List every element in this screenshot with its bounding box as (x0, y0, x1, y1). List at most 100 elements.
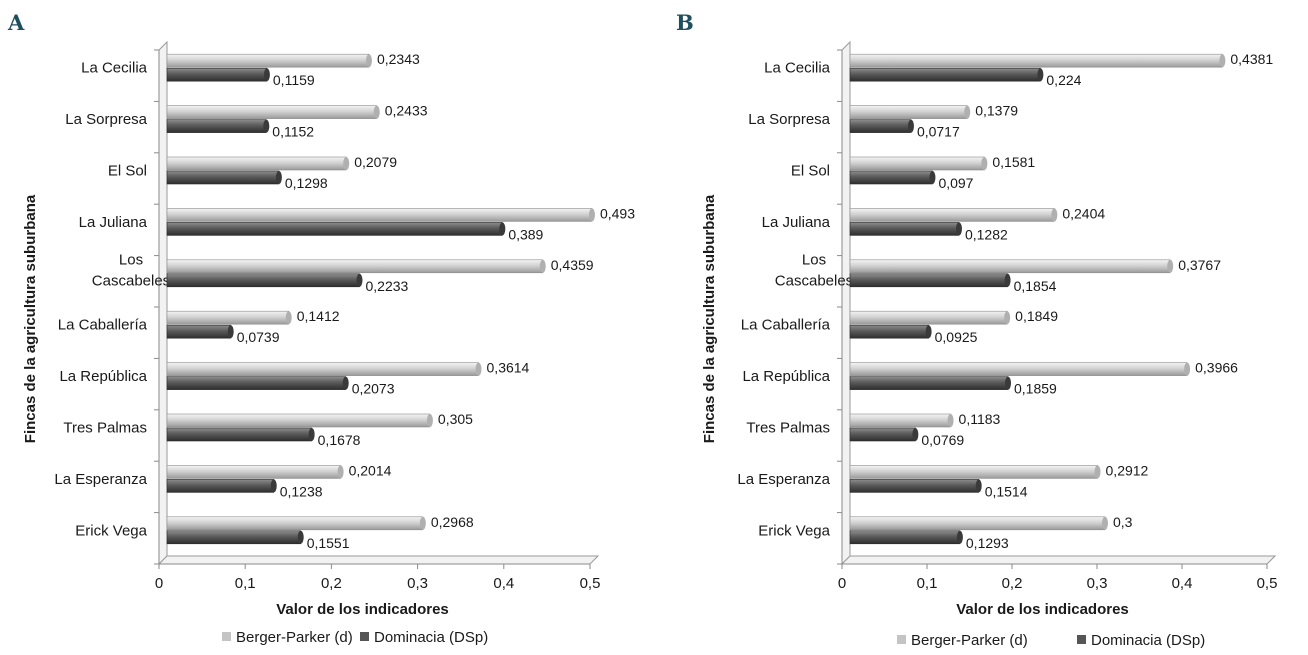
bar-end-cap (263, 119, 270, 133)
bar-end-cap (947, 414, 954, 427)
x-tick-label: 0,3 (407, 575, 428, 592)
data-label: 0,1854 (1014, 278, 1057, 294)
bar-end-cap (929, 171, 936, 184)
y-axis-title: Fincas de la agricultura suburbana (22, 194, 39, 443)
bar (166, 156, 347, 171)
category-label: Tres Palmas (746, 420, 830, 437)
legend-label: Dominacia (DSp) (374, 629, 488, 646)
data-label: 0,2433 (385, 103, 428, 119)
data-label: 0,1859 (1014, 381, 1057, 397)
x-axis-title: Valor de los indicadores (276, 601, 449, 618)
bar (849, 208, 1055, 222)
data-label: 0,0925 (935, 329, 978, 345)
bar (849, 516, 1106, 531)
bar (849, 310, 1008, 325)
category-label: La Sorpresa (65, 111, 147, 128)
bar-end-cap (475, 362, 482, 376)
legend-label: Berger-Parker (d) (911, 632, 1028, 649)
category-label: La Cecilia (764, 60, 831, 77)
x-tick-label: 0 (838, 575, 846, 592)
bar-end-cap (270, 479, 277, 493)
bar (849, 376, 1009, 390)
bar-end-cap (365, 54, 372, 68)
bar-end-cap (1094, 465, 1101, 479)
legend-swatch (1077, 635, 1086, 644)
bar-end-cap (342, 376, 349, 390)
bar (166, 53, 370, 68)
bar-end-cap (373, 105, 380, 119)
bar-end-cap (1102, 516, 1108, 530)
bar (849, 324, 929, 339)
bar (849, 465, 1098, 479)
bar (166, 259, 544, 274)
data-label: 0,0717 (917, 124, 960, 140)
x-tick-label: 0,4 (1172, 575, 1193, 592)
chart-floor (157, 555, 600, 565)
legend: Berger-Parker (d) Dominacia (DSp) (897, 632, 1205, 649)
bar (166, 479, 275, 493)
bar (166, 170, 280, 185)
data-label: 0,2014 (349, 462, 392, 478)
chart-panel-b: B 0 0,1 0,2 0,3 0,4 0,5 La Cecilia 0,4381 0,224 La… (676, 10, 1277, 649)
bar (166, 530, 301, 545)
bar (849, 222, 960, 236)
legend: Berger-Parker (d) Dominacia (DSp) (222, 629, 488, 646)
category-label: La Cecilia (81, 60, 148, 77)
category-label: La Sorpresa (748, 111, 830, 128)
panel-letter: B (676, 10, 694, 35)
data-label: 0,4359 (551, 257, 594, 273)
bar-end-cap (925, 325, 932, 339)
x-tick-label: 0,2 (321, 575, 342, 592)
bar-end-cap (308, 428, 315, 441)
bar (166, 362, 479, 376)
data-label: 0,1152 (272, 124, 314, 140)
chart-side-wall (158, 40, 168, 566)
bar (849, 259, 1171, 274)
category-label: El Sol (791, 163, 830, 180)
bar-end-cap (1167, 259, 1174, 273)
category-label: La Juliana (762, 214, 831, 231)
bar (849, 362, 1188, 376)
category-label: La República (742, 368, 830, 385)
legend-label: Berger-Parker (d) (236, 629, 353, 646)
data-label: 0,3 (1113, 514, 1133, 530)
bar (849, 67, 1041, 82)
bar (166, 273, 360, 288)
data-label: 0,1379 (975, 103, 1018, 119)
bar-end-cap (275, 171, 282, 184)
bar-end-cap (981, 157, 988, 170)
data-label: 0,1293 (966, 535, 1009, 551)
data-label: 0,1298 (285, 175, 328, 191)
x-tick-label: 0,4 (493, 575, 514, 592)
bar-end-cap (297, 530, 304, 544)
category-label: Los Cascabeles (92, 251, 170, 289)
legend-swatch (222, 632, 231, 641)
bar (849, 427, 916, 442)
data-label: 0,2343 (377, 51, 420, 67)
data-label: 0,1551 (307, 535, 350, 551)
bar (849, 105, 968, 119)
data-label: 0,1581 (992, 154, 1035, 170)
bar (166, 413, 431, 428)
data-label: 0,389 (508, 226, 543, 242)
legend-swatch (897, 635, 906, 644)
data-label: 0,1183 (959, 411, 1001, 427)
bar-end-cap (227, 325, 234, 339)
data-label: 0,493 (600, 205, 635, 221)
bar-end-cap (1004, 311, 1011, 325)
category-label: La Juliana (79, 214, 148, 231)
bar-end-cap (263, 68, 270, 82)
data-label: 0,2912 (1106, 462, 1149, 478)
bar (166, 67, 268, 82)
bar-end-cap (1005, 376, 1012, 390)
data-label: 0,2968 (431, 514, 474, 530)
data-label: 0,1282 (965, 226, 1008, 242)
data-label: 0,2079 (354, 154, 397, 170)
bar-end-cap (1219, 54, 1226, 68)
bar-end-cap (588, 208, 595, 222)
data-label: 0,3614 (487, 360, 530, 376)
data-label: 0,1678 (318, 432, 361, 448)
data-label: 0,4381 (1230, 51, 1273, 67)
